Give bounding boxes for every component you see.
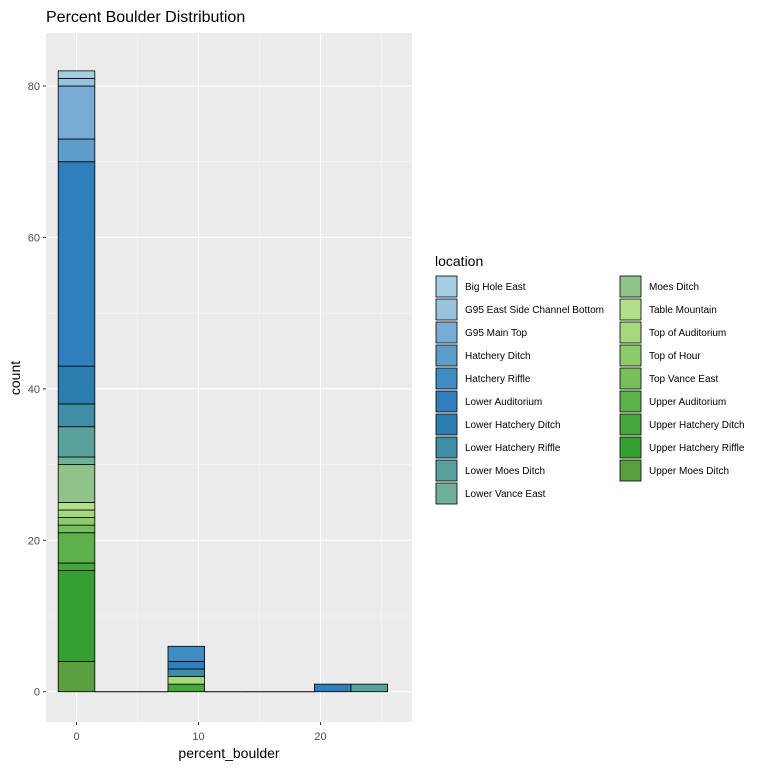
bar-segment: [57, 426, 96, 458]
bar-segment: [57, 464, 96, 503]
bar-segment: [167, 683, 205, 693]
legend-label: Lower Auditorium: [465, 397, 542, 408]
legend-label: Lower Hatchery Riffle: [465, 443, 561, 454]
x-axis-title: percent_boulder: [178, 745, 280, 761]
legend-swatch: [435, 321, 458, 344]
legend-swatch: [435, 275, 458, 298]
legend-swatch: [619, 344, 642, 367]
legend: location Big Hole East G95 East Side Chan…: [435, 253, 745, 505]
legend-label: Top of Hour: [649, 351, 701, 362]
legend-label: Top of Auditorium: [649, 328, 726, 339]
legend-swatch: [619, 390, 642, 413]
legend-swatch: [435, 298, 458, 321]
legend-label: Upper Moes Ditch: [649, 466, 729, 477]
legend-swatch: [619, 459, 642, 482]
bar-segment: [57, 562, 96, 571]
legend-label: Table Mountain: [649, 305, 717, 316]
bar-segment: [57, 78, 96, 87]
bar-segment: [57, 524, 96, 534]
legend-label: Top Vance East: [649, 374, 719, 385]
legend-label: Big Hole East: [465, 282, 526, 293]
legend-label: Upper Hatchery Riffle: [649, 443, 745, 454]
legend-swatch: [619, 436, 642, 459]
bar-segment: [167, 661, 205, 670]
legend-label: Lower Hatchery Ditch: [465, 420, 561, 431]
x-tick-label: 0: [73, 731, 79, 743]
legend-swatch: [435, 459, 458, 482]
bar-segment: [57, 403, 96, 428]
y-tick-label: 40: [28, 384, 40, 396]
y-axis-ticks: 0 20 40 60 80: [28, 81, 46, 699]
legend-swatch: [435, 367, 458, 390]
bar-segment: [167, 645, 205, 662]
x-tick-label: 10: [192, 731, 204, 743]
legend-label: G95 Main Top: [465, 328, 528, 339]
legend-label: Hatchery Riffle: [465, 374, 531, 385]
x-tick-label: 20: [314, 731, 326, 743]
bar-segment: [57, 138, 96, 163]
bar-segment: [57, 570, 96, 662]
legend-swatch: [619, 275, 642, 298]
x-axis-ticks: 0 10 20: [73, 722, 327, 743]
legend-label: Moes Ditch: [649, 282, 699, 293]
y-tick-label: 80: [28, 81, 40, 93]
histogram-bars: [57, 70, 388, 693]
legend-title: location: [435, 253, 483, 269]
legend-swatch: [435, 390, 458, 413]
y-tick-label: 20: [28, 535, 40, 547]
bar-segment: [57, 456, 96, 465]
chart-title: Percent Boulder Distribution: [46, 9, 245, 26]
legend-swatch: [619, 321, 642, 344]
legend-swatch: [435, 436, 458, 459]
y-axis-title: count: [7, 361, 23, 395]
bar-segment: [57, 161, 96, 367]
legend-swatch: [619, 413, 642, 436]
legend-label: Upper Auditorium: [649, 397, 726, 408]
bar-segment: [167, 668, 205, 677]
y-tick-label: 0: [34, 687, 40, 699]
bar-segment: [167, 676, 205, 685]
legend-label: Lower Moes Ditch: [465, 466, 545, 477]
bar-segment: [57, 509, 96, 518]
legend-swatch: [435, 413, 458, 436]
legend-label: Upper Hatchery Ditch: [649, 420, 745, 431]
legend-label: Hatchery Ditch: [465, 351, 531, 362]
bar-segment: [57, 661, 96, 693]
legend-swatch: [619, 367, 642, 390]
bar-segment: [313, 683, 352, 693]
legend-label: G95 East Side Channel Bottom: [465, 305, 604, 316]
bar-segment: [57, 365, 96, 405]
legend-label: Lower Vance East: [465, 489, 546, 500]
legend-swatch: [435, 344, 458, 367]
bar-segment: [57, 532, 96, 564]
plot-panel: [46, 33, 412, 722]
legend-swatch: [435, 482, 458, 505]
bar-segment: [350, 683, 388, 693]
bar-segment: [57, 70, 96, 79]
y-tick-label: 60: [28, 232, 40, 244]
legend-swatch: [619, 298, 642, 321]
bar-segment: [57, 517, 96, 526]
bar-segment: [57, 85, 96, 140]
bar-segment: [57, 502, 96, 511]
